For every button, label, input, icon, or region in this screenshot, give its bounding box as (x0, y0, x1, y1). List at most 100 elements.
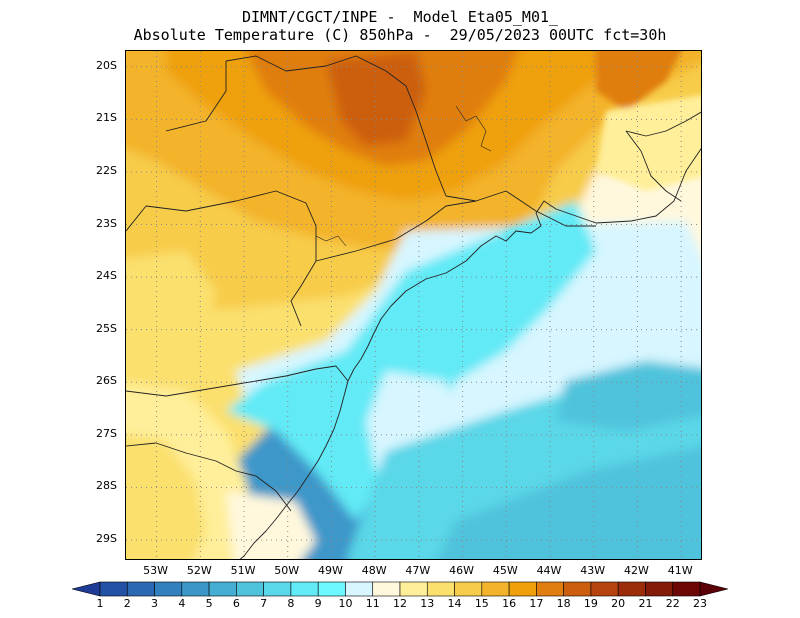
colorbar-label: 12 (393, 597, 407, 610)
colorbar-label: 6 (232, 597, 240, 610)
lon-label: 53W (143, 564, 169, 577)
colorbar-swatch (481, 581, 510, 597)
colorbar-label: 16 (502, 597, 517, 610)
state-border-8 (625, 130, 682, 202)
colorbar-swatch (590, 581, 619, 597)
lon-label: 41W (667, 564, 693, 577)
colorbar-label: 19 (583, 597, 598, 610)
colorbar-label: 21 (638, 597, 653, 610)
lon-label: 52W (186, 564, 212, 577)
state-border-1 (145, 190, 317, 327)
temp-area-18b (596, 51, 681, 111)
colorbar-label: 10 (338, 597, 353, 610)
lon-label: 42W (623, 564, 649, 577)
state-border-4 (165, 61, 227, 132)
colorbar-label: 20 (611, 597, 626, 610)
colorbar-label: 18 (556, 597, 571, 610)
temp-area-13b (596, 95, 701, 191)
colorbar-swatch (236, 581, 264, 597)
colorbar-label: 4 (178, 597, 186, 610)
colorbar-swatch (208, 581, 237, 597)
colorbar-label: 7 (260, 597, 268, 610)
colorbar-label: 15 (474, 597, 489, 610)
colorbar-label: 17 (529, 597, 544, 610)
temp-area-7 (437, 446, 701, 559)
temperature-field-detail (496, 51, 701, 281)
colorbar-swatch (454, 581, 483, 597)
colorbar-label: 8 (287, 597, 295, 610)
lon-label: 44W (536, 564, 562, 577)
colorbar-swatch (181, 581, 210, 597)
colorbar-label: 23 (693, 597, 707, 610)
lat-label: 23S (96, 216, 117, 230)
coastline-and-borders (126, 55, 701, 559)
temperature-map (125, 50, 702, 560)
colorbar-swatch (508, 581, 537, 597)
colorbar-swatch (372, 581, 401, 597)
colorbar-swatch (290, 581, 319, 597)
colorbar-swatch (317, 581, 346, 597)
colorbar-swatch (672, 581, 701, 597)
lon-label: 50W (274, 564, 300, 577)
temp-area-9 (226, 201, 596, 521)
lat-label: 20S (96, 58, 117, 72)
temp-area-14b (126, 434, 206, 559)
lat-label: 24S (96, 269, 117, 283)
state-border-3 (225, 55, 507, 202)
state-border-6 (126, 442, 292, 512)
colorbar-label: 9 (314, 597, 322, 610)
temp-area-14c (126, 251, 216, 371)
colorbar-label: 3 (151, 597, 159, 610)
colorbar-swatch (617, 581, 646, 597)
lat-label: 27S (96, 426, 117, 440)
colorbar-swatch (154, 581, 183, 597)
colorbar-swatch (345, 581, 374, 597)
map-title: DIMNT/CGCT/INPE - Model Eta05_M01_ (241, 8, 559, 26)
colorbar-arrow-right (699, 581, 729, 597)
state-border-2 (315, 200, 477, 262)
colorbar-label: 13 (420, 597, 435, 610)
colorbar-swatch (99, 581, 128, 597)
temp-area-9b (496, 221, 566, 281)
lat-label: 26S (96, 374, 117, 388)
lon-label: 47W (405, 564, 431, 577)
country-border (126, 205, 147, 232)
lat-label: 29S (96, 531, 117, 545)
river-2 (315, 235, 347, 247)
state-border-5 (126, 365, 349, 397)
coastline (239, 148, 701, 559)
colorbar-label: 5 (205, 597, 213, 610)
colorbar-label: 11 (365, 597, 380, 610)
lat-label: 28S (96, 479, 117, 493)
colorbar-swatch (536, 581, 564, 597)
state-border-9 (625, 111, 701, 137)
colorbar-swatch (563, 581, 592, 597)
colorbar-swatch (645, 581, 674, 597)
colorbar-arrow-left (71, 581, 101, 597)
colorbar-swatch (126, 581, 155, 597)
colorbar-swatch (399, 581, 428, 597)
colorbar-swatch (263, 581, 292, 597)
colorbar (0, 578, 800, 618)
lon-label: 45W (492, 564, 518, 577)
lon-label: 43W (580, 564, 606, 577)
river-1 (455, 105, 492, 152)
temp-area-7b (556, 361, 701, 431)
colorbar-label: 22 (665, 597, 680, 610)
state-border-7 (505, 190, 596, 227)
lon-label: 46W (449, 564, 475, 577)
lat-label: 21S (96, 111, 117, 125)
lat-label: 25S (96, 321, 117, 335)
lon-label: 51W (230, 564, 256, 577)
graticule (126, 51, 701, 559)
colorbar-label: 14 (447, 597, 462, 610)
temp-area-19 (326, 51, 426, 146)
lon-label: 49W (318, 564, 343, 577)
lat-label: 22S (96, 163, 117, 177)
temperature-field (126, 51, 701, 559)
lon-label: 48W (361, 564, 387, 577)
colorbar-label: 1 (96, 597, 104, 610)
colorbar-label: 2 (123, 597, 131, 610)
colorbar-swatch (426, 581, 455, 597)
map-subtitle: Absolute Temperature (C) 850hPa - 29/05/… (133, 26, 667, 44)
